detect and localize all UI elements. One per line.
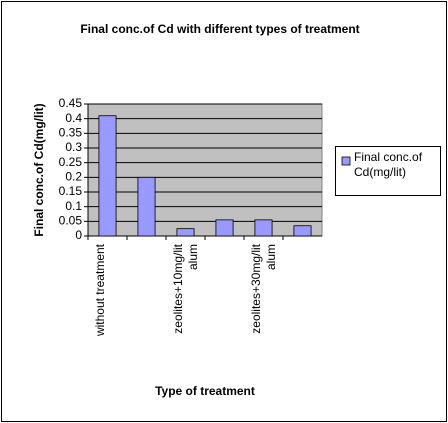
plot-area	[87, 103, 323, 237]
x-axis-label: Type of treatment	[155, 384, 255, 398]
y-tick-label: 0.3	[65, 140, 82, 154]
legend-box	[335, 146, 441, 196]
x-tick-label: zeolites+10mg/lit alum	[170, 244, 200, 334]
y-axis-label: Final conc.of Cd(mg/lit)	[32, 103, 46, 236]
y-tick-label: 0.35	[59, 126, 83, 140]
bar	[98, 115, 117, 237]
y-tick-label: 0	[75, 228, 82, 242]
bar	[137, 176, 156, 237]
y-tick-label: 0.05	[59, 214, 83, 228]
bar	[215, 219, 234, 237]
x-tick-label: zeolites+30mg/lit alum	[248, 244, 278, 334]
legend-label: Final conc.of Cd(mg/lit)	[354, 150, 423, 179]
chart-title: Final conc.of Cd with different types of…	[80, 22, 360, 36]
y-tick-label: 0.25	[59, 155, 83, 169]
legend-swatch	[341, 156, 351, 166]
y-tick-label: 0.2	[65, 170, 82, 184]
y-tick-label: 0.1	[65, 199, 82, 213]
y-tick-label: 0.4	[65, 111, 82, 125]
bar	[293, 225, 312, 237]
bar	[254, 219, 273, 237]
y-tick-label: 0.15	[59, 184, 83, 198]
bar	[176, 228, 195, 237]
y-tick-label: 0.45	[59, 96, 83, 110]
x-tick-label: without treatment	[92, 244, 107, 337]
